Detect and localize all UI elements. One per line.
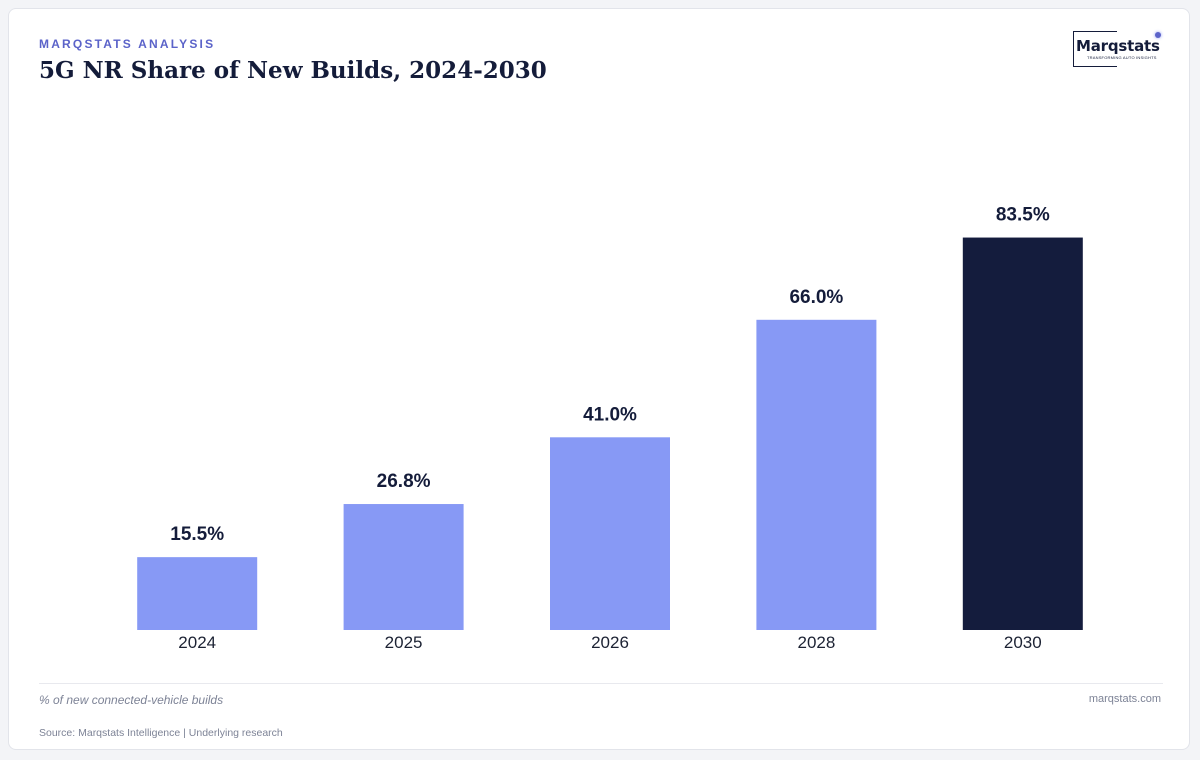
x-tick-2028: 2028 (797, 633, 835, 652)
logo-wordmark: Marqstats (1076, 37, 1160, 55)
value-label-2024: 15.5% (170, 524, 224, 545)
footer-note: % of new connected-vehicle builds (39, 693, 224, 707)
bar-2026 (550, 437, 670, 630)
x-tick-2026: 2026 (591, 633, 629, 652)
bar-2025 (343, 504, 464, 630)
footer-site: marqstats.com (1088, 693, 1161, 705)
x-tick-2030: 2030 (1004, 633, 1042, 652)
value-label-2028: 66.0% (789, 287, 843, 308)
logo-tagline: TRANSFORMING AUTO INSIGHTS (1087, 55, 1157, 60)
source-note: Source: Marqstats Intelligence | Underly… (39, 727, 283, 739)
x-tick-2024: 2024 (178, 633, 216, 652)
footer-divider (39, 683, 1163, 684)
logo-dot-icon (1155, 32, 1161, 38)
value-label-2025: 26.8% (377, 471, 431, 492)
bar-2030 (962, 237, 1083, 631)
bar-2028 (756, 319, 877, 630)
value-label-2026: 41.0% (583, 404, 637, 425)
logo-frame (1073, 31, 1117, 67)
value-label-2030: 83.5% (996, 205, 1050, 226)
chart-title: 5G NR Share of New Builds, 2024-2030 (39, 57, 547, 84)
bar-2024 (137, 557, 258, 630)
eyebrow-label: MARQSTATS ANALYSIS (39, 37, 216, 51)
marqstats-logo: Marqstats TRANSFORMING AUTO INSIGHTS (1073, 31, 1163, 69)
x-tick-2025: 2025 (385, 633, 423, 652)
